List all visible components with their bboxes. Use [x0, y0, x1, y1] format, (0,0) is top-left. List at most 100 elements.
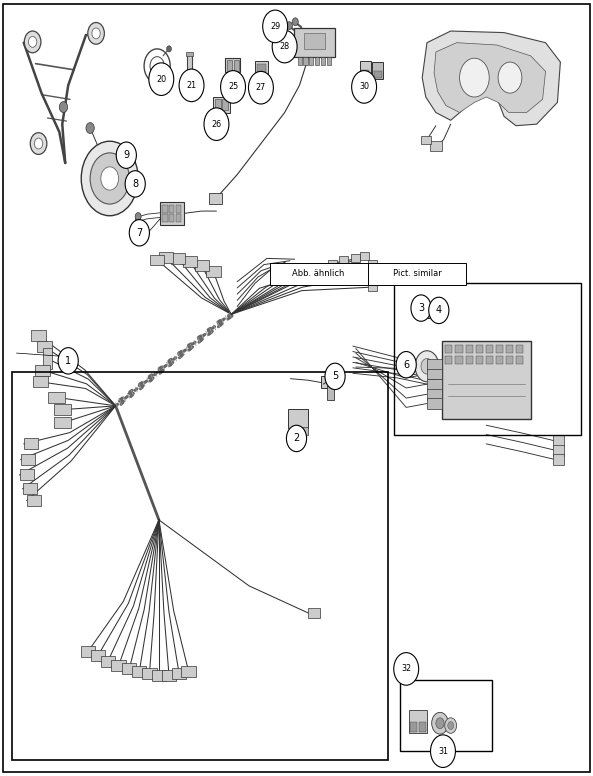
- Circle shape: [498, 62, 522, 93]
- Bar: [298, 57, 302, 65]
- Bar: [181, 666, 196, 677]
- Text: 5: 5: [332, 372, 338, 381]
- Bar: [496, 345, 503, 353]
- Bar: [327, 57, 331, 65]
- Text: 3: 3: [418, 303, 424, 313]
- Text: Pict. similar: Pict. similar: [393, 269, 441, 279]
- Bar: [288, 409, 308, 428]
- Bar: [187, 54, 192, 78]
- Circle shape: [221, 71, 246, 103]
- Text: 7: 7: [136, 228, 142, 237]
- Bar: [455, 345, 463, 353]
- Bar: [476, 356, 483, 364]
- Bar: [152, 670, 166, 681]
- Circle shape: [167, 46, 171, 52]
- Circle shape: [135, 217, 141, 225]
- Bar: [466, 356, 473, 364]
- Bar: [310, 57, 314, 65]
- Bar: [54, 417, 71, 428]
- Bar: [430, 141, 442, 151]
- Text: 20: 20: [156, 74, 167, 84]
- Circle shape: [352, 71, 377, 103]
- Bar: [496, 356, 503, 364]
- Circle shape: [116, 142, 136, 168]
- Text: 2: 2: [294, 434, 299, 443]
- Bar: [142, 668, 157, 679]
- Circle shape: [24, 31, 41, 53]
- Text: 31: 31: [438, 747, 448, 756]
- Bar: [486, 356, 493, 364]
- Bar: [21, 454, 35, 465]
- Polygon shape: [434, 43, 546, 113]
- Circle shape: [263, 10, 288, 43]
- Circle shape: [28, 36, 37, 47]
- Bar: [24, 438, 38, 449]
- Circle shape: [179, 69, 204, 102]
- Bar: [225, 58, 240, 72]
- Bar: [313, 264, 322, 272]
- Bar: [369, 272, 378, 279]
- Circle shape: [394, 653, 419, 685]
- Bar: [169, 205, 174, 213]
- Text: 27: 27: [256, 83, 266, 92]
- Circle shape: [86, 123, 94, 133]
- Circle shape: [286, 22, 292, 29]
- Circle shape: [460, 58, 489, 97]
- Circle shape: [34, 138, 43, 149]
- Text: 9: 9: [123, 151, 129, 160]
- Bar: [48, 392, 65, 403]
- Bar: [20, 469, 34, 480]
- Circle shape: [421, 359, 433, 374]
- Bar: [129, 177, 139, 185]
- Bar: [227, 60, 232, 71]
- Circle shape: [90, 153, 129, 204]
- Bar: [171, 253, 185, 264]
- Bar: [486, 345, 493, 353]
- Bar: [162, 205, 168, 213]
- Bar: [410, 722, 417, 732]
- Circle shape: [129, 220, 149, 246]
- Circle shape: [92, 28, 100, 39]
- Bar: [421, 136, 431, 144]
- Bar: [368, 283, 377, 291]
- Circle shape: [59, 102, 68, 113]
- Bar: [433, 312, 438, 318]
- Text: 25: 25: [228, 82, 238, 92]
- Bar: [169, 214, 174, 222]
- Bar: [176, 205, 181, 213]
- Bar: [327, 386, 334, 400]
- Bar: [234, 60, 239, 71]
- Bar: [328, 260, 337, 268]
- Bar: [427, 379, 442, 390]
- Bar: [132, 666, 146, 677]
- Bar: [427, 359, 442, 370]
- Text: 6: 6: [403, 360, 409, 369]
- Bar: [351, 254, 360, 262]
- Bar: [195, 260, 209, 271]
- Bar: [480, 378, 495, 392]
- Bar: [35, 365, 50, 376]
- Circle shape: [411, 295, 431, 321]
- Bar: [427, 389, 442, 400]
- Bar: [308, 608, 320, 618]
- Bar: [360, 252, 369, 260]
- Bar: [209, 193, 222, 204]
- Bar: [400, 680, 492, 751]
- Bar: [81, 646, 95, 657]
- Circle shape: [292, 18, 298, 26]
- Bar: [360, 61, 371, 78]
- Bar: [91, 650, 105, 661]
- Bar: [421, 310, 426, 317]
- Bar: [222, 99, 228, 110]
- Bar: [368, 260, 377, 268]
- Bar: [409, 710, 427, 733]
- Bar: [160, 202, 184, 225]
- Bar: [295, 427, 308, 435]
- Bar: [553, 454, 564, 465]
- Circle shape: [432, 712, 448, 734]
- Bar: [206, 266, 221, 277]
- Bar: [455, 356, 463, 364]
- Text: 30: 30: [359, 82, 369, 92]
- Circle shape: [101, 167, 119, 190]
- Bar: [516, 345, 523, 353]
